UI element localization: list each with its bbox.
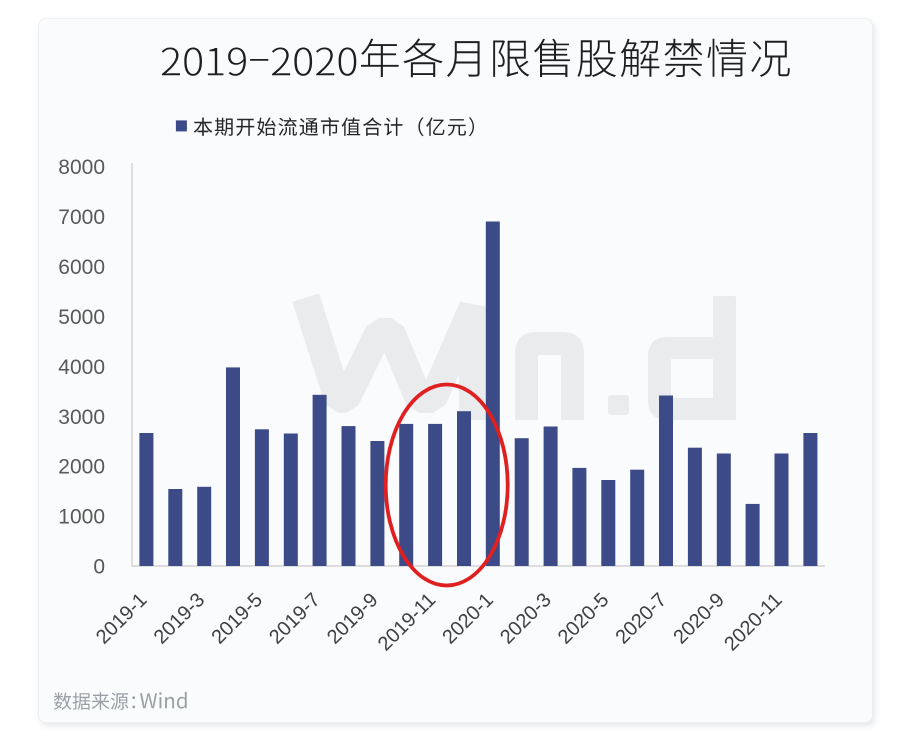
svg-text:2019-5: 2019-5: [207, 589, 267, 649]
svg-text:5000: 5000: [58, 306, 105, 329]
svg-text:2000: 2000: [58, 456, 105, 479]
svg-text:2020-5: 2020-5: [554, 589, 614, 649]
svg-text:2019-1: 2019-1: [92, 589, 152, 649]
svg-text:2020-11: 2020-11: [720, 589, 786, 655]
svg-text:2019-7: 2019-7: [265, 589, 325, 649]
svg-text:7000: 7000: [58, 206, 105, 229]
svg-text:0: 0: [93, 556, 105, 579]
svg-text:3000: 3000: [58, 406, 105, 429]
svg-text:8000: 8000: [58, 156, 105, 179]
svg-text:4000: 4000: [58, 356, 105, 379]
svg-text:2020-3: 2020-3: [496, 589, 556, 649]
svg-text:2020-7: 2020-7: [612, 589, 672, 649]
svg-text:1000: 1000: [58, 506, 105, 529]
svg-text:2020-1: 2020-1: [438, 589, 498, 649]
svg-text:2019-3: 2019-3: [150, 589, 210, 649]
svg-text:6000: 6000: [58, 256, 105, 279]
svg-text:2019-11: 2019-11: [374, 589, 440, 655]
